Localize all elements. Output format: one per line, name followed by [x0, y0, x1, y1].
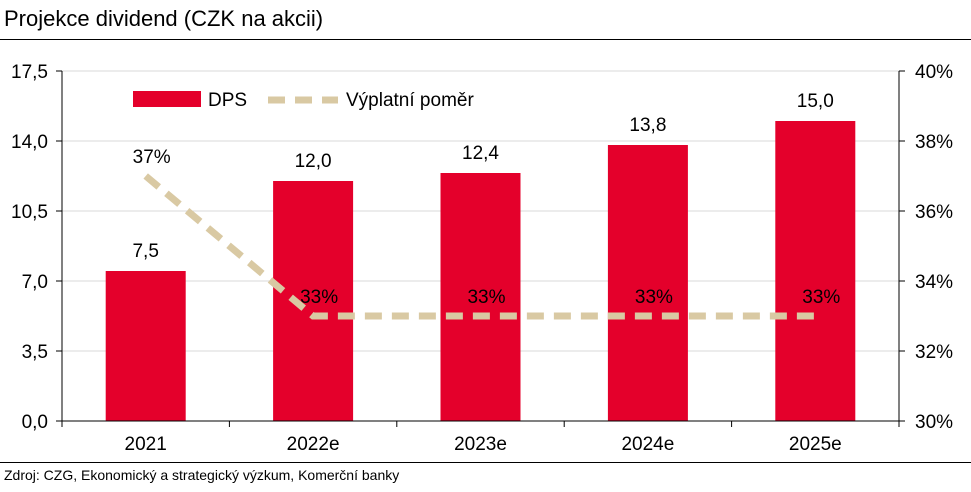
y-right-tick-label: 36%	[915, 202, 953, 223]
legend-swatch-dps	[133, 91, 201, 107]
y-left-tick-label: 3,5	[22, 342, 48, 363]
line-value-label: 33%	[802, 287, 840, 308]
x-tick-label: 2021	[125, 434, 167, 455]
x-tick-label: 2025e	[789, 434, 842, 455]
y-left-tick-label: 17,5	[11, 62, 48, 83]
y-right-tick-label: 30%	[915, 412, 953, 433]
source-note: Zdroj: CZG, Ekonomický a strategický výz…	[4, 467, 400, 483]
bar-dps	[105, 271, 186, 421]
bar-dps	[775, 121, 856, 421]
source-divider	[0, 462, 971, 463]
x-tick-label: 2023e	[454, 434, 507, 455]
legend-label-dps: DPS	[208, 90, 247, 111]
y-left-tick-label: 14,0	[11, 132, 48, 153]
line-value-label: 33%	[635, 287, 673, 308]
data-labels: 7,5 12,0 12,4 13,8 15,0 37% 33% 33% 33% 33%	[132, 91, 840, 308]
x-tick-label: 2024e	[621, 434, 674, 455]
legend-label-payout: Výplatní poměr	[346, 90, 474, 111]
chart-title: Projekce dividend (CZK na akcii)	[4, 6, 324, 31]
x-tick-label: 2022e	[287, 434, 340, 455]
y-right-tick-label: 38%	[915, 132, 953, 153]
y-right-tick-label: 32%	[915, 342, 953, 363]
dividend-chart: 7,5 12,0 12,4 13,8 15,0 37% 33% 33% 33% 33% 0,0 3,…	[11, 62, 953, 455]
bar-dps	[607, 145, 688, 421]
y-left-tick-label: 10,5	[11, 202, 48, 223]
bar-value-label: 12,4	[462, 143, 499, 164]
line-value-label: 33%	[467, 287, 505, 308]
title-divider	[0, 39, 971, 40]
y-left-tick-label: 7,0	[22, 272, 48, 293]
line-payout	[143, 173, 816, 320]
bar-value-label: 13,8	[629, 115, 666, 136]
bar-value-label: 7,5	[132, 241, 158, 262]
bar-dps	[440, 173, 521, 421]
bar-value-label: 12,0	[295, 151, 332, 172]
y-right-tick-label: 40%	[915, 62, 953, 83]
line-value-label: 33%	[300, 287, 338, 308]
y-left-tick-label: 0,0	[22, 412, 48, 433]
bar-value-label: 15,0	[797, 91, 834, 112]
legend: DPS Výplatní poměr	[133, 90, 474, 111]
bar-series	[105, 121, 856, 421]
line-value-label: 37%	[133, 147, 171, 168]
axes: 0,0 3,5 7,0 10,5 14,0 17,5 30% 32% 34% 36% 38% 40% 2…	[11, 62, 953, 455]
bar-dps	[273, 181, 354, 421]
y-right-tick-label: 34%	[915, 272, 953, 293]
line-series	[143, 173, 816, 320]
